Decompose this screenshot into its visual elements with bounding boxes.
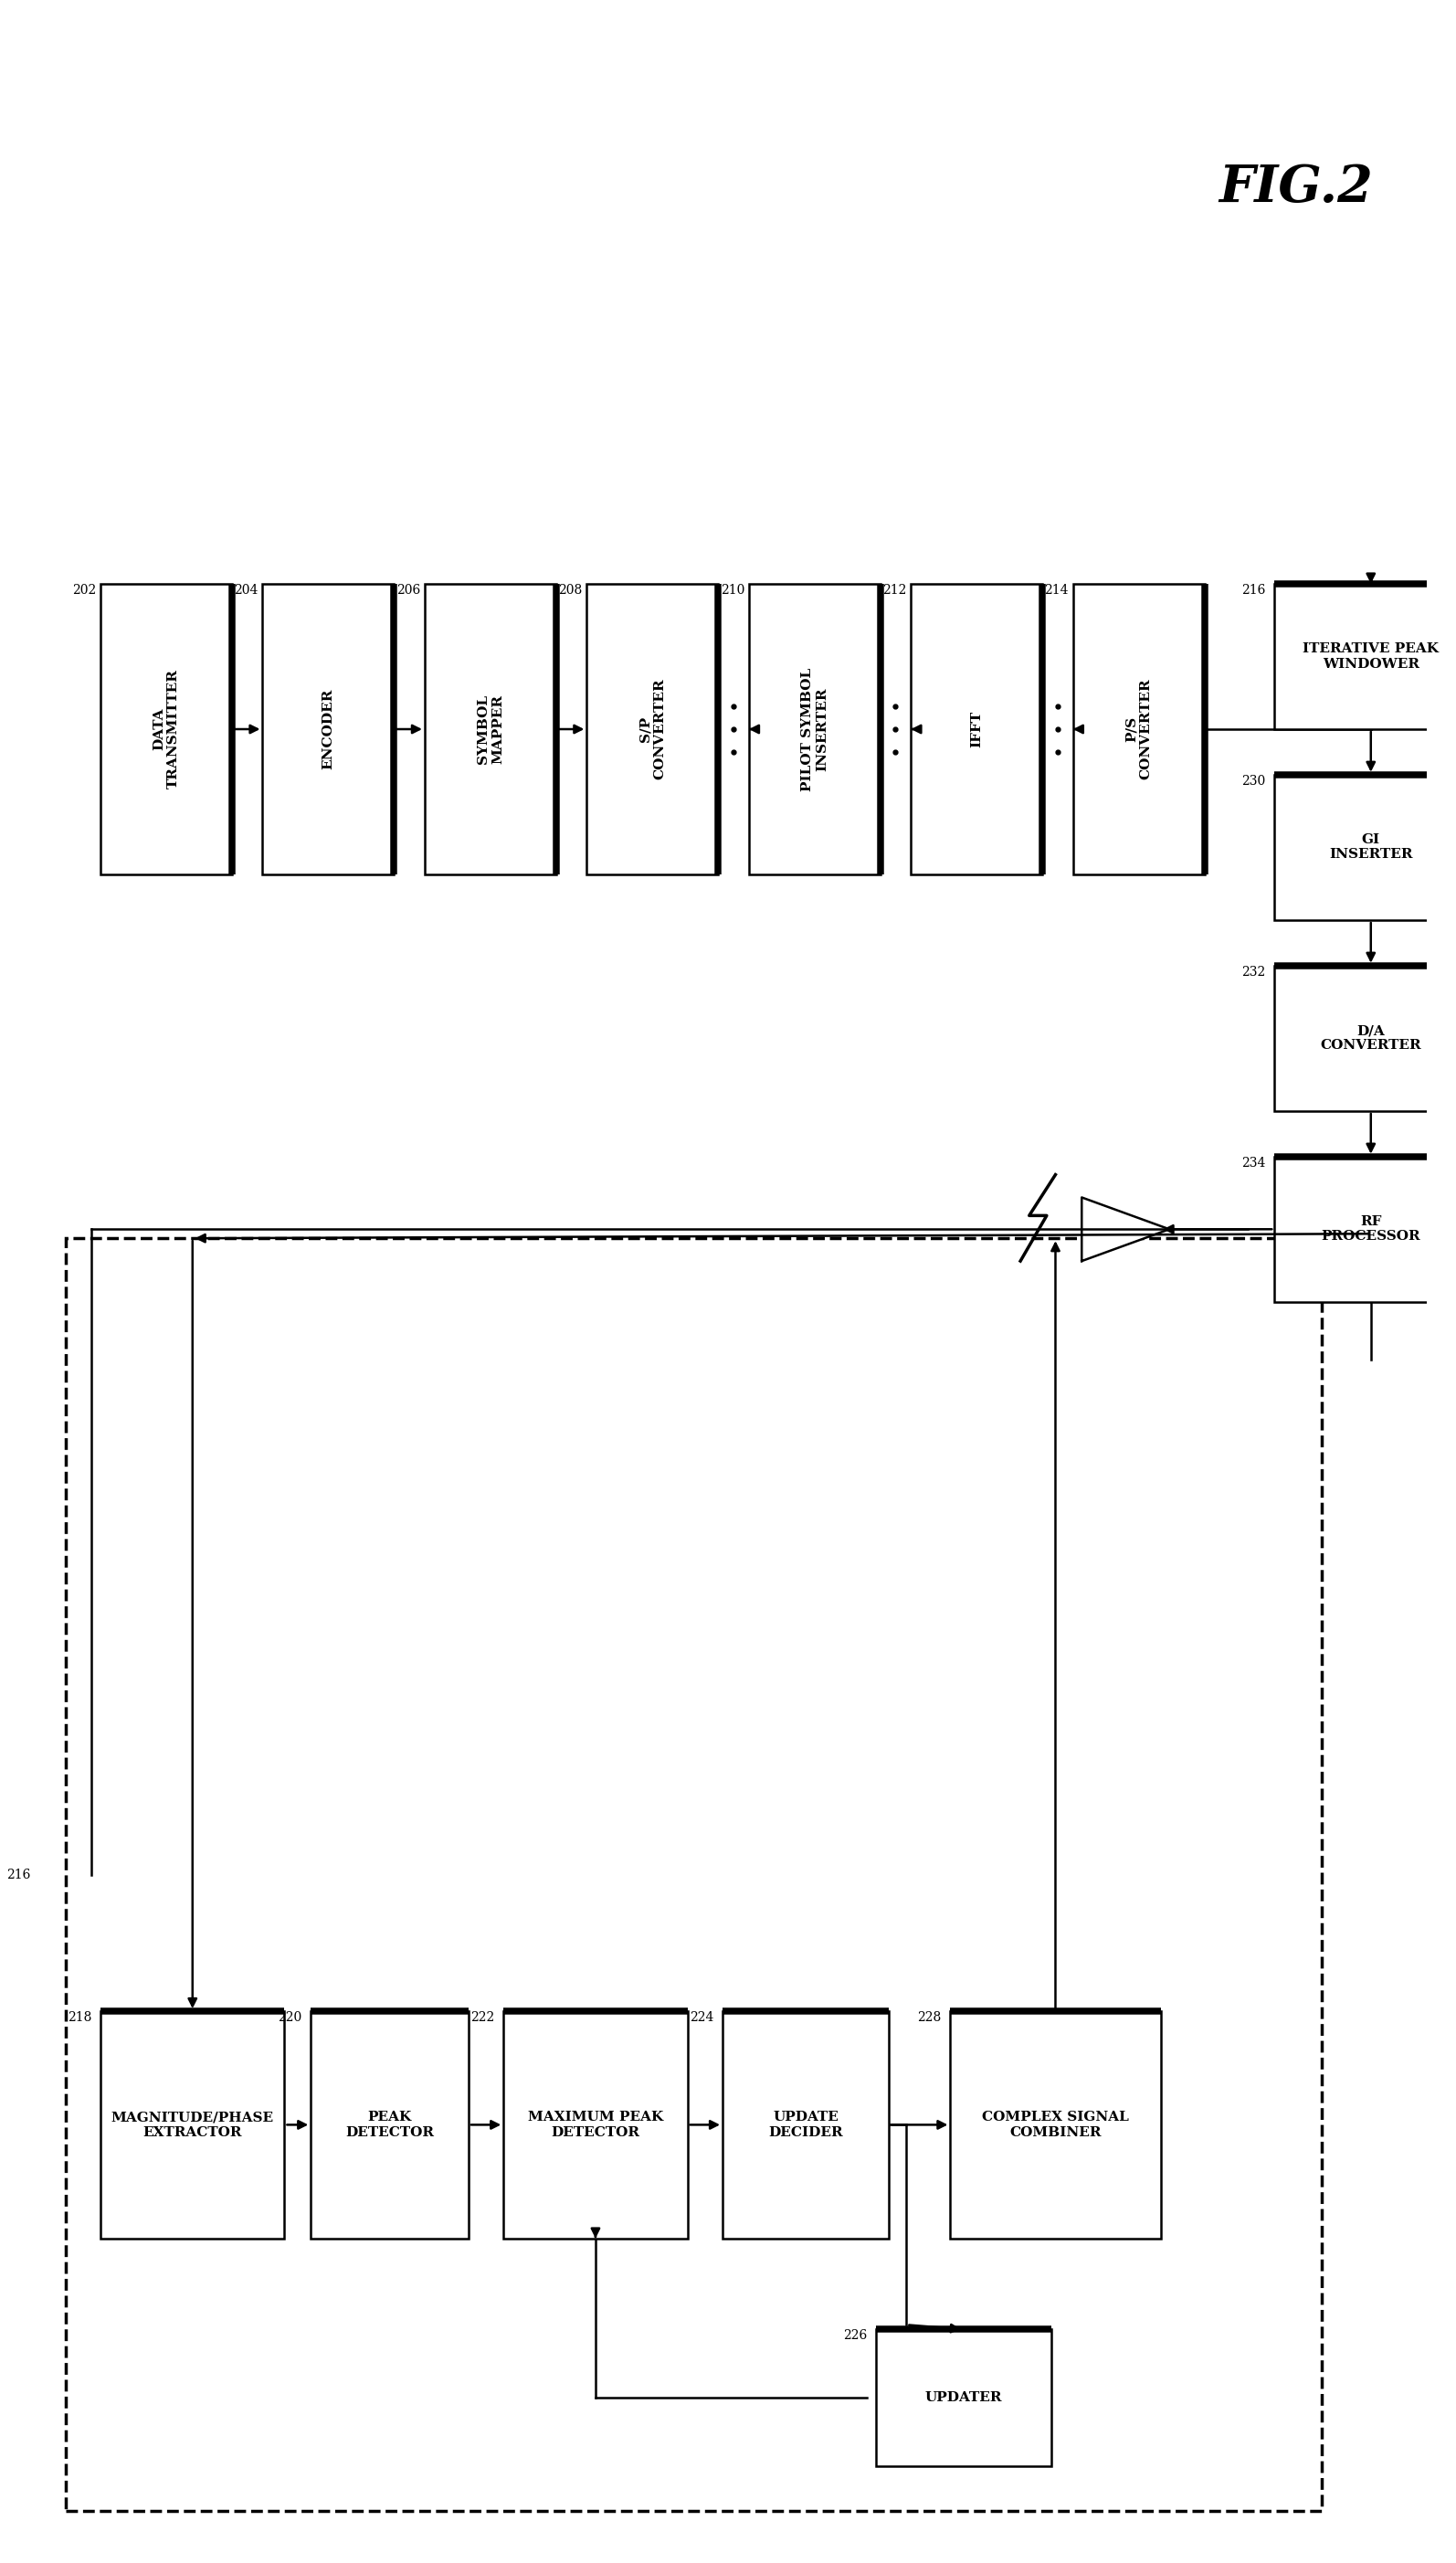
Text: 202: 202 bbox=[73, 584, 96, 597]
Text: D/A
CONVERTER: D/A CONVERTER bbox=[1321, 1025, 1421, 1051]
Text: PILOT SYMBOL
INSERTER: PILOT SYMBOL INSERTER bbox=[801, 666, 828, 792]
Text: IFFT: IFFT bbox=[970, 710, 983, 748]
Bar bbox=[1274, 966, 1456, 1110]
Bar bbox=[310, 2012, 469, 2237]
Text: UPDATER: UPDATER bbox=[925, 2391, 1002, 2404]
Text: MAXIMUM PEAK
DETECTOR: MAXIMUM PEAK DETECTOR bbox=[529, 2112, 664, 2138]
Bar bbox=[587, 584, 718, 874]
Text: PEAK
DETECTOR: PEAK DETECTOR bbox=[345, 2112, 434, 2138]
Text: FIG.2: FIG.2 bbox=[1219, 164, 1373, 213]
Text: 226: 226 bbox=[843, 2330, 868, 2343]
Text: SYMBOL
MAPPER: SYMBOL MAPPER bbox=[476, 695, 504, 764]
Text: 204: 204 bbox=[234, 584, 258, 597]
Bar bbox=[262, 584, 395, 874]
Text: 232: 232 bbox=[1242, 966, 1265, 979]
Text: UPDATE
DECIDER: UPDATE DECIDER bbox=[769, 2112, 843, 2138]
Bar bbox=[100, 2012, 284, 2237]
Text: 212: 212 bbox=[882, 584, 907, 597]
Bar bbox=[1274, 774, 1456, 920]
Text: 222: 222 bbox=[470, 2012, 495, 2025]
Bar bbox=[1073, 584, 1204, 874]
Text: 224: 224 bbox=[690, 2012, 713, 2025]
Text: ITERATIVE PEAK
WINDOWER: ITERATIVE PEAK WINDOWER bbox=[1303, 643, 1439, 669]
Bar bbox=[504, 2012, 687, 2237]
Bar bbox=[425, 584, 556, 874]
Bar bbox=[951, 2012, 1160, 2237]
Polygon shape bbox=[1082, 1197, 1169, 1261]
Text: 208: 208 bbox=[559, 584, 582, 597]
Text: COMPLEX SIGNAL
COMBINER: COMPLEX SIGNAL COMBINER bbox=[981, 2112, 1128, 2138]
Text: DATA
TRANSMITTER: DATA TRANSMITTER bbox=[153, 669, 181, 789]
Text: 216: 216 bbox=[1242, 584, 1265, 597]
Text: 206: 206 bbox=[396, 584, 421, 597]
Text: RF
PROCESSOR: RF PROCESSOR bbox=[1321, 1215, 1421, 1243]
Text: 234: 234 bbox=[1242, 1156, 1265, 1169]
Bar bbox=[748, 584, 881, 874]
Bar bbox=[877, 2330, 1051, 2466]
Text: ENCODER: ENCODER bbox=[322, 689, 335, 769]
Text: S/P
CONVERTER: S/P CONVERTER bbox=[639, 679, 667, 779]
Bar bbox=[722, 2012, 890, 2237]
Bar bbox=[100, 584, 232, 874]
Text: 214: 214 bbox=[1044, 584, 1069, 597]
Text: MAGNITUDE/PHASE
EXTRACTOR: MAGNITUDE/PHASE EXTRACTOR bbox=[111, 2112, 274, 2138]
Bar bbox=[66, 1238, 1322, 2512]
Bar bbox=[1274, 1156, 1456, 1302]
Text: P/S
CONVERTER: P/S CONVERTER bbox=[1125, 679, 1153, 779]
Text: GI
INSERTER: GI INSERTER bbox=[1329, 833, 1412, 861]
Text: 228: 228 bbox=[917, 2012, 942, 2025]
Text: 218: 218 bbox=[67, 2012, 92, 2025]
Text: 210: 210 bbox=[721, 584, 744, 597]
Text: 230: 230 bbox=[1242, 774, 1265, 787]
Text: 220: 220 bbox=[278, 2012, 301, 2025]
Text: 216: 216 bbox=[6, 1868, 31, 1881]
Bar bbox=[911, 584, 1042, 874]
Bar bbox=[1274, 584, 1456, 728]
